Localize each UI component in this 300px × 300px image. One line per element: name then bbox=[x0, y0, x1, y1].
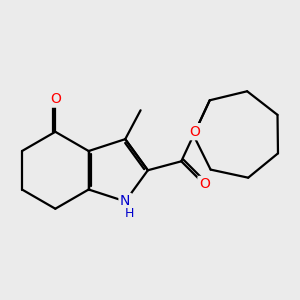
Text: O: O bbox=[50, 92, 61, 106]
Text: N: N bbox=[120, 194, 130, 208]
Text: O: O bbox=[199, 177, 210, 191]
Text: O: O bbox=[190, 125, 200, 139]
Text: H: H bbox=[125, 207, 134, 220]
